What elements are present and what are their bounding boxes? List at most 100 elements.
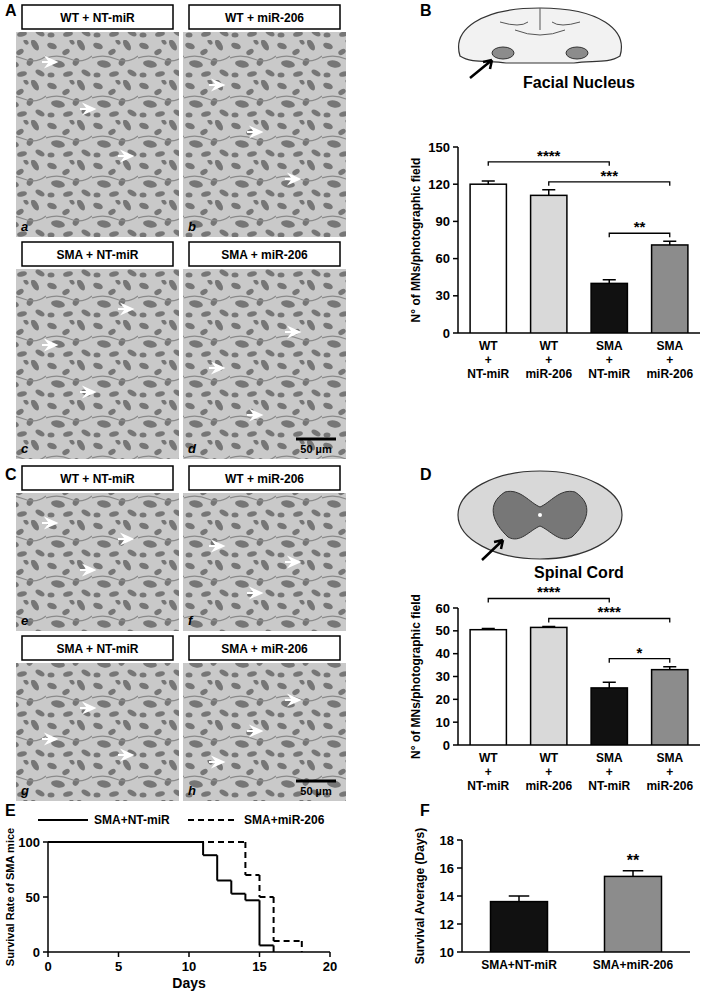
y-tick (457, 867, 462, 869)
y-tick-label: 14 (440, 889, 455, 904)
x-tick-label: WT+NT-miR (467, 339, 509, 381)
arrow (42, 735, 56, 743)
arrow (285, 328, 299, 336)
title-box (189, 636, 340, 660)
label-line: + (545, 353, 552, 367)
y-tick-label: 40 (436, 646, 450, 661)
x-tick-label: SMA+miR-206 (593, 958, 674, 972)
error-bar (663, 241, 676, 245)
bar (591, 283, 627, 333)
x-tick (329, 952, 331, 957)
title-box (189, 242, 340, 266)
scale-bar-label: 50 µm (300, 785, 332, 797)
plot-area (491, 871, 662, 952)
error-bar (482, 181, 495, 184)
bar (491, 902, 548, 952)
label-line: NT-miR (467, 367, 509, 381)
x-tick-label: SMA+NT-miR (588, 339, 630, 381)
error-bar (542, 626, 555, 628)
label-line: WT (479, 339, 498, 353)
gray-matter (493, 491, 587, 539)
arrow (470, 60, 492, 78)
significance-label: **** (537, 147, 561, 164)
label-line: + (606, 765, 613, 779)
y-tick (453, 332, 458, 334)
label-line: WT (539, 339, 558, 353)
legend-swatch (188, 819, 238, 821)
arrow (118, 305, 132, 313)
survival-step (260, 944, 274, 946)
bar (652, 245, 688, 333)
y-axis-label: Survival Average (Days) (413, 828, 427, 965)
x-tick (118, 952, 120, 957)
arrow (247, 589, 261, 597)
x-tick-label: SMA+NT-miR (588, 751, 630, 793)
scale-bar (296, 438, 336, 441)
label-line: WT (539, 751, 558, 765)
label-line: miR-206 (646, 779, 693, 793)
significance-label: **** (598, 603, 622, 620)
central-canal (538, 513, 542, 517)
x-axis-label: Days (172, 975, 206, 991)
survival-step (231, 893, 245, 895)
step-riser (244, 842, 246, 875)
x-tick (47, 952, 49, 957)
y-tick-label: 120 (428, 177, 450, 192)
x-tick-label: WT+miR-206 (525, 751, 572, 793)
panel-letter: C (5, 466, 17, 483)
arrow (80, 105, 94, 113)
survival-step (48, 841, 245, 843)
facial-nucleus (492, 47, 514, 59)
label-line: + (485, 765, 492, 779)
label-line: WT (479, 751, 498, 765)
arrow (42, 341, 56, 349)
y-tick-label: 12 (440, 917, 454, 932)
error-bar (509, 896, 530, 902)
y-tick (453, 183, 458, 185)
y-tick-label: 10 (436, 715, 450, 730)
arrow (118, 152, 132, 160)
label-line: NT-miR (588, 367, 630, 381)
y-tick-label: 30 (436, 669, 450, 684)
image-title: SMA + NT-miR (57, 248, 139, 262)
step-riser (273, 945, 275, 952)
error-bar (482, 629, 495, 630)
label-line: + (606, 353, 613, 367)
legend-label: SMA+NT-miR (94, 813, 170, 827)
panel-letter: E (5, 802, 16, 819)
step-riser (259, 875, 261, 897)
arrow (285, 696, 299, 704)
y-tick (457, 923, 462, 925)
y-tick-label: 0 (443, 738, 450, 753)
arrow (209, 364, 223, 372)
micrograph: WT + miR-206b (183, 5, 346, 237)
y-tick (453, 721, 458, 723)
image-label: b (188, 219, 196, 234)
micrograph-image (183, 269, 346, 459)
significance-label: ** (627, 852, 640, 869)
y-tick (453, 630, 458, 632)
label-line: SMA (656, 751, 683, 765)
y-tick (453, 221, 458, 223)
legend-swatch (38, 819, 88, 821)
arrow (209, 758, 223, 766)
y-tick-label: 50 (26, 890, 40, 905)
x-tick-label: 10 (182, 959, 196, 974)
label-line: SMA+miR-206 (593, 958, 674, 972)
y-tick (43, 841, 48, 843)
brain-outline (459, 8, 622, 63)
y-tick-label: 30 (436, 288, 450, 303)
label-line: miR-206 (525, 367, 572, 381)
step-riser (301, 941, 303, 952)
micrograph: SMA + NT-miRg (16, 636, 179, 801)
facial-nucleus (566, 47, 588, 59)
significance-label: * (637, 644, 643, 661)
arrow (209, 81, 223, 89)
survival-step (260, 896, 274, 898)
brain-schematic (459, 8, 622, 78)
arrow (482, 540, 503, 560)
micrograph-image (16, 493, 179, 631)
y-tick (453, 607, 458, 609)
plot-area (470, 181, 688, 333)
label-line: miR-206 (646, 367, 693, 381)
